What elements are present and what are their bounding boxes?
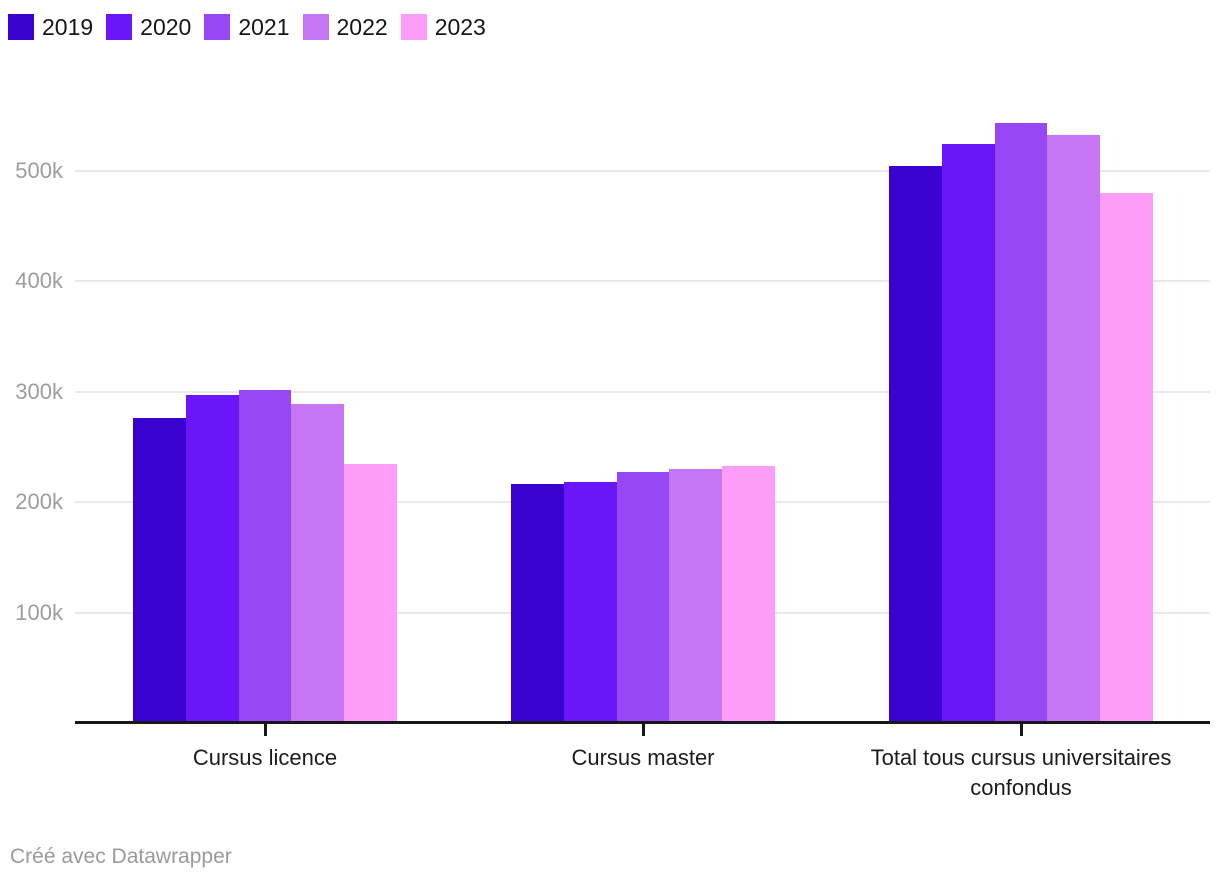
y-axis-tick-label: 100k — [15, 599, 63, 625]
x-axis-label: Cursus licence — [192, 745, 338, 770]
x-axis-label: Cursus master — [571, 745, 715, 770]
legend-item-2023: 2023 — [400, 13, 486, 40]
gridline — [75, 390, 1210, 393]
bar-2022 — [669, 469, 722, 723]
legend-label: 2019 — [42, 13, 94, 40]
legend-item-2021: 2021 — [204, 13, 290, 40]
legend-label: 2023 — [434, 13, 486, 40]
bar-2021 — [239, 390, 291, 723]
bar-2021 — [617, 472, 669, 723]
legend-item-2020: 2020 — [106, 14, 191, 40]
bar-2020 — [186, 395, 239, 723]
bar-2020 — [564, 482, 617, 723]
gridline — [75, 169, 1210, 172]
gridline — [75, 280, 1210, 282]
bar-2023 — [344, 464, 397, 723]
bar-2023 — [1100, 193, 1153, 723]
bar-2023 — [722, 466, 775, 723]
bar-2019 — [511, 484, 564, 723]
legend-swatch — [204, 14, 231, 40]
legend-item-2022: 2022 — [302, 13, 388, 40]
legend-label: 2021 — [238, 13, 290, 40]
x-axis-tick — [641, 724, 645, 736]
legend-swatch — [8, 14, 34, 40]
legend-label: 2022 — [336, 13, 388, 40]
bar-2020 — [942, 144, 995, 723]
legend-label: 2020 — [140, 13, 192, 40]
y-axis-tick-label: 500k — [15, 157, 63, 183]
legend-swatch — [302, 14, 329, 40]
legend-swatch — [106, 14, 133, 40]
x-axis-tick — [1019, 724, 1023, 736]
x-axis-tick — [263, 724, 267, 736]
bar-2022 — [291, 404, 344, 723]
x-axis-label: Total tous cursus universitaires confond… — [870, 745, 1172, 800]
y-axis-tick-label: 200k — [15, 489, 63, 514]
legend: 2019 2020 2021 2022 2023 — [8, 14, 499, 40]
x-axis-line — [75, 721, 1210, 724]
legend-item-2019: 2019 — [8, 14, 93, 40]
attribution: Créé avec Datawrapper — [10, 845, 232, 869]
y-axis-tick-label: 300k — [15, 378, 63, 404]
bar-2019 — [133, 418, 186, 723]
bar-2021 — [995, 123, 1047, 723]
legend-swatch — [400, 14, 427, 40]
bar-2022 — [1047, 135, 1100, 723]
bar-2019 — [889, 166, 942, 723]
y-axis-tick-label: 400k — [15, 268, 63, 293]
attribution-text: Créé avec Datawrapper — [10, 845, 232, 868]
